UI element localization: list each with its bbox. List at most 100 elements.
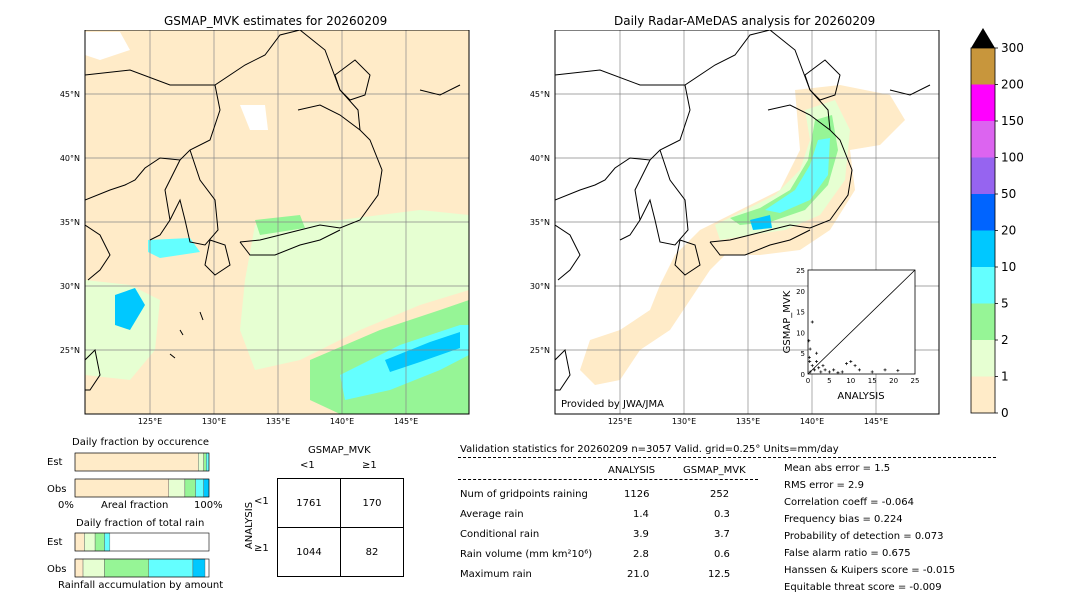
rain-title: Daily fraction of total rain [76, 518, 205, 529]
rain-row-obs: Obs [47, 564, 67, 575]
rain-row-est: Est [47, 537, 63, 548]
score-far: False alarm ratio = 0.675 [784, 548, 911, 559]
stat-label: Conditional rain [460, 529, 540, 540]
score-frequency-bias: Frequency bias = 0.224 [784, 514, 903, 525]
scatter-point [870, 370, 874, 374]
occurrence-title: Daily fraction by occurence [72, 437, 210, 448]
lon-tick: 140°E [330, 417, 354, 425]
provider-credit: Provided by JWA/JMA [561, 399, 664, 410]
left-map: 45°N 40°N 35°N 30°N 25°N 125°E 130°E 135… [60, 30, 470, 425]
colorbar-segment [971, 303, 995, 340]
scatter-xtick: 15 [868, 377, 877, 385]
occurrence-row-obs: Obs [47, 484, 67, 495]
colorbar-label: 0 [1001, 406, 1009, 420]
fraction-bar-segment [198, 452, 204, 472]
scatter-xtick: 25 [911, 377, 920, 385]
scatter-ytick: 15 [796, 309, 805, 317]
scatter-point [808, 347, 812, 351]
stat-analysis: 21.0 [627, 569, 650, 580]
stat-label: Rain volume (mm km²10⁶) [460, 549, 593, 560]
lon-tick: 130°E [672, 417, 696, 425]
stat-label: Maximum rain [460, 569, 532, 580]
lon-tick: 140°E [800, 417, 824, 425]
stat-gsmap: 12.5 [708, 569, 731, 580]
fraction-bar-frame [74, 452, 210, 472]
scatter-ytick: 0 [801, 371, 805, 379]
rain-area-blue [750, 215, 772, 230]
colorbar-segment [971, 376, 995, 413]
scatter-point [808, 360, 812, 364]
scatter-point [840, 370, 844, 374]
colorbar-segment [971, 84, 995, 121]
validation-header: Validation statistics for 20260209 n=305… [460, 444, 839, 455]
fraction-bar-segment [184, 478, 196, 498]
colorbar-segment [971, 340, 995, 377]
occurrence-axis-left: 0% [58, 500, 74, 511]
colorbar-label: 300 [1001, 41, 1024, 55]
fraction-bar-segment [94, 532, 105, 552]
fraction-bar-segment [203, 452, 207, 472]
no-data-area [240, 105, 268, 130]
rain-area-light [240, 210, 469, 370]
scatter-point [808, 370, 812, 374]
contingency-cell: 82 [340, 527, 404, 577]
scatter-point [807, 339, 811, 343]
colorbar-label: 200 [1001, 78, 1024, 92]
lon-tick: 125°E [138, 417, 162, 425]
scatter-point [810, 364, 814, 368]
scatter-point [883, 368, 887, 372]
occurrence-row-est: Est [47, 457, 63, 468]
fraction-bar-segment [74, 478, 170, 498]
col-gsmap: GSMAP_MVK [683, 465, 746, 476]
lon-tick: 125°E [608, 417, 632, 425]
scatter-point [821, 364, 825, 368]
scatter-point [819, 370, 823, 374]
score-pod: Probability of detection = 0.073 [784, 531, 944, 542]
scatter-xlabel: ANALYSIS [837, 391, 884, 402]
contingency-title: GSMAP_MVK [308, 445, 371, 456]
colorbar-segment [971, 230, 995, 267]
lat-tick: 45°N [60, 90, 80, 99]
colorbar-label: 50 [1001, 187, 1016, 201]
stat-gsmap: 0.6 [714, 549, 730, 560]
fraction-bar-segment [148, 558, 194, 578]
scatter-point [810, 320, 814, 324]
validation-table-divider [458, 479, 758, 480]
colorbar-label: 20 [1001, 224, 1016, 238]
scatter-xtick: 0 [806, 377, 810, 385]
colorbar-segment [971, 157, 995, 194]
scatter-point [812, 368, 816, 372]
stat-analysis: 1.4 [633, 509, 649, 520]
stat-label: Average rain [460, 509, 524, 520]
scatter-point [827, 370, 831, 374]
colorbar-label: 150 [1001, 114, 1024, 128]
scatter-ylabel: GSMAP_MVK [782, 290, 793, 353]
lat-tick: 25°N [530, 346, 550, 355]
rain-area-cyan [765, 138, 830, 213]
right-map-title: Daily Radar-AMeDAS analysis for 20260209 [614, 14, 876, 28]
colorbar-label: 100 [1001, 151, 1024, 165]
lat-tick: 35°N [60, 218, 80, 227]
lon-tick: 135°E [736, 417, 760, 425]
scatter-point [849, 360, 853, 364]
scatter-point [896, 369, 900, 373]
fraction-bar-segment [206, 452, 210, 472]
lon-tick: 130°E [202, 417, 226, 425]
fraction-bar-segment [104, 558, 149, 578]
score-hk: Hanssen & Kuipers score = -0.015 [784, 565, 956, 576]
stat-gsmap: 0.3 [714, 509, 730, 520]
contingency-cell: 1044 [277, 527, 341, 577]
stat-analysis: 2.8 [633, 549, 649, 560]
rain-area-blue [115, 288, 145, 330]
scatter-plot: 00 5 5 10 10 15 15 20 20 25 25 ANALYSIS GSMAP_MVK [782, 267, 920, 402]
fraction-bar-frame [74, 558, 210, 578]
contingency-col-ge: ≥1 [362, 460, 377, 471]
contingency-cell: 170 [340, 478, 404, 528]
scatter-point [857, 368, 861, 372]
fraction-bar-segment [74, 558, 84, 578]
colorbar-segment [971, 267, 995, 304]
lat-tick: 30°N [530, 282, 550, 291]
stat-gsmap: 3.7 [714, 529, 730, 540]
occurrence-bars [74, 452, 210, 498]
